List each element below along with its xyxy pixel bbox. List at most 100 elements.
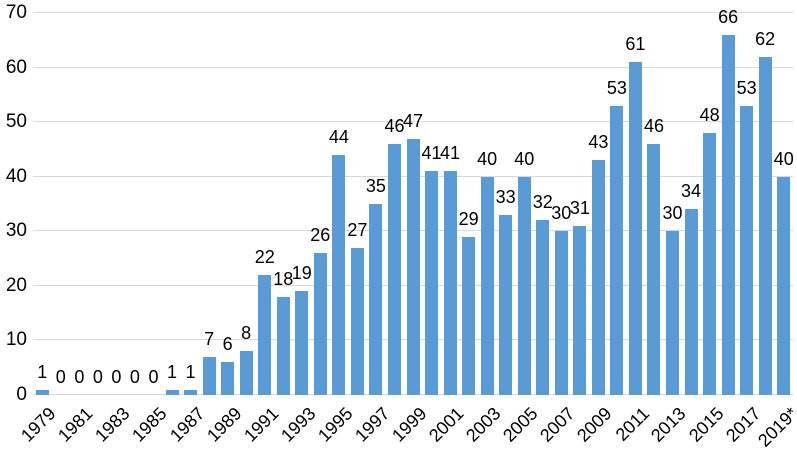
bar-value-label: 40	[514, 148, 535, 169]
bar-value-label: 0	[55, 367, 66, 387]
bar	[462, 236, 476, 395]
bar	[480, 176, 494, 395]
bar	[406, 138, 420, 395]
x-axis-tick-label: 2001	[425, 403, 468, 446]
bar	[443, 171, 457, 395]
bar-value-label: 0	[74, 367, 85, 387]
x-axis-tick-label: 1995	[313, 403, 357, 446]
bar-value-label: 0	[129, 367, 140, 387]
bar-value-label: 53	[736, 77, 757, 98]
gridline	[33, 121, 793, 123]
bar	[350, 247, 364, 395]
bar	[758, 56, 772, 395]
x-axis-tick-label: 1979	[17, 403, 60, 446]
bar	[332, 154, 346, 395]
bar	[628, 62, 642, 395]
bar	[221, 362, 235, 395]
x-axis-tick-label: 1983	[91, 403, 134, 446]
bar	[258, 274, 272, 395]
bar	[35, 389, 49, 395]
gridline	[33, 12, 793, 13]
x-axis-tick-label: 2003	[462, 403, 505, 446]
bar	[536, 220, 550, 395]
bar	[721, 34, 735, 395]
bar-value-label: 61	[625, 34, 646, 55]
bar-value-label: 41	[421, 143, 442, 164]
bar-value-label: 18	[273, 268, 294, 289]
bar-value-label: 1	[185, 361, 196, 382]
bar	[647, 143, 661, 395]
bar-value-label: 35	[365, 176, 386, 196]
bar	[517, 176, 531, 395]
bar-value-label: 47	[402, 110, 424, 131]
bar	[573, 225, 587, 395]
bar	[425, 171, 439, 395]
bar-value-label: 19	[291, 263, 312, 284]
bar-value-label: 41	[440, 143, 461, 164]
bar-value-label: 0	[148, 367, 159, 387]
bar	[313, 253, 327, 395]
y-axis-tick-label: 20	[5, 274, 27, 296]
bar-value-label: 53	[606, 77, 627, 98]
bar-value-label: 40	[477, 148, 498, 169]
bar-value-label: 30	[662, 203, 683, 224]
bar-value-label: 62	[755, 28, 776, 49]
bar	[591, 160, 605, 395]
bar-value-label: 1	[37, 361, 48, 382]
bar-value-label: 31	[569, 197, 590, 218]
bar	[276, 296, 290, 395]
bar	[777, 176, 791, 395]
bar	[165, 389, 179, 395]
bar-value-label: 26	[310, 225, 331, 246]
bar	[295, 291, 309, 395]
bar	[387, 143, 401, 395]
bar-value-label: 30	[551, 203, 572, 224]
x-axis-tick-label: 2011	[611, 403, 653, 445]
x-axis-tick-label: 1987	[165, 403, 208, 446]
bar-value-label: 0	[111, 367, 122, 387]
bar	[703, 133, 717, 395]
y-axis-tick-label: 50	[5, 111, 27, 133]
x-axis-tick-label: 1989	[202, 403, 246, 446]
bar	[740, 105, 754, 395]
y-axis-tick-label: 70	[5, 2, 27, 23]
x-axis-tick-label: 1981	[54, 403, 97, 446]
gridline	[33, 66, 793, 68]
x-axis-tick-label: 2015	[684, 403, 728, 446]
bar-value-label: 48	[699, 105, 720, 126]
bar-value-label: 0	[92, 367, 103, 387]
bar-value-label: 43	[588, 132, 609, 153]
bar-value-label: 66	[718, 6, 739, 27]
bar-value-label: 32	[532, 192, 553, 213]
y-axis-tick-label: 0	[16, 384, 27, 405]
bar-value-label: 8	[241, 323, 252, 344]
y-axis-tick-label: 40	[5, 165, 27, 187]
x-axis-tick-label: 1991	[239, 403, 283, 446]
x-axis-tick-label: 1999	[387, 403, 431, 446]
bar	[239, 351, 253, 395]
bar-value-label: 44	[328, 126, 349, 147]
bar	[684, 209, 698, 395]
bar-value-label: 46	[384, 115, 405, 136]
bar-value-label: 7	[204, 328, 215, 349]
x-axis-tick-label: 1993	[276, 403, 320, 446]
x-axis-tick-label: 2009	[573, 403, 616, 446]
bar-value-label: 29	[458, 208, 479, 229]
bar-value-label: 46	[643, 115, 664, 136]
x-axis-tick-label: 1985	[128, 403, 171, 446]
bar-value-label: 22	[254, 246, 275, 267]
bar	[499, 214, 513, 395]
x-axis-tick-label: 2005	[499, 403, 542, 446]
bar	[202, 356, 216, 395]
bar	[610, 105, 624, 395]
y-axis-tick-label: 60	[5, 56, 27, 78]
bar	[184, 389, 198, 395]
x-axis-tick-label: 2013	[647, 403, 690, 446]
bar-value-label: 33	[495, 186, 516, 207]
x-axis-tick-label: 1997	[350, 403, 394, 446]
